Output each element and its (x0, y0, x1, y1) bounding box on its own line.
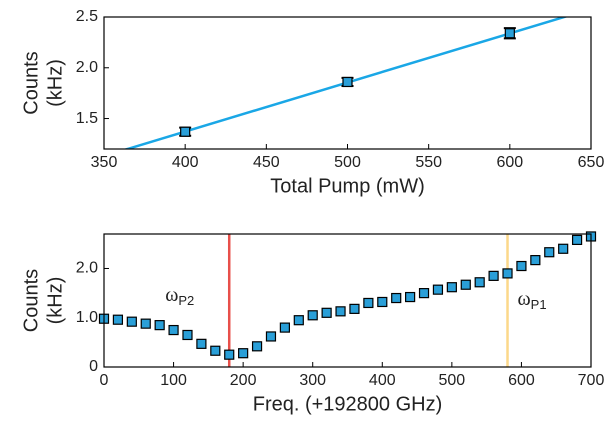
y-axis-label: (kHz) (44, 59, 66, 107)
point (154, 320, 165, 331)
point (460, 279, 471, 290)
x-axis-label: Total Pump (mW) (270, 175, 424, 197)
point (516, 260, 527, 272)
plot-frame (103, 233, 592, 368)
point (321, 307, 332, 318)
point (391, 292, 402, 304)
annotation: ωP1 (518, 288, 547, 313)
annotation-symbol: ω (518, 288, 531, 310)
point (530, 255, 541, 266)
annotation: ωP2 (165, 284, 194, 309)
y-tick-label: 2.0 (76, 260, 98, 277)
point (182, 329, 193, 341)
point (377, 296, 388, 308)
point (558, 243, 569, 254)
x-tick-label: 600 (508, 372, 535, 389)
x-tick-label: 350 (91, 154, 118, 171)
point (196, 338, 207, 349)
point (279, 322, 290, 333)
point (502, 268, 513, 279)
point (488, 270, 499, 281)
y-tick-label: 1.5 (76, 110, 98, 127)
point (238, 348, 249, 359)
x-tick-label: 550 (415, 154, 442, 171)
point (112, 314, 124, 325)
y-tick-label: 2.5 (76, 8, 98, 25)
point (446, 282, 457, 293)
annotation-symbol: ω (165, 284, 178, 306)
point (335, 306, 346, 317)
point (544, 247, 555, 258)
x-tick-label: 500 (439, 372, 466, 389)
x-tick-label: 450 (253, 154, 280, 171)
point (224, 349, 235, 360)
x-tick-label: 0 (100, 372, 109, 389)
point (180, 126, 191, 137)
point (363, 297, 374, 309)
point (405, 291, 416, 303)
x-tick-label: 100 (160, 372, 187, 389)
point (342, 76, 353, 88)
x-tick-label: 650 (578, 154, 605, 171)
y-tick-label: 0 (89, 358, 98, 375)
x-tick-label: 700 (578, 372, 605, 389)
y-tick-label: 2.0 (76, 59, 98, 76)
point (307, 310, 318, 321)
plot-frame (103, 16, 592, 150)
x-axis-label: Freq. (+192800 GHz) (253, 393, 443, 415)
point (140, 318, 151, 329)
y-axis-label: (kHz) (44, 277, 66, 325)
y-tick-label: 1.0 (76, 309, 98, 326)
point (504, 28, 515, 39)
point (168, 324, 179, 336)
point (432, 284, 444, 295)
x-tick-label: 400 (369, 372, 396, 389)
point (126, 316, 137, 327)
point (474, 277, 485, 288)
point (349, 303, 360, 314)
point (571, 234, 583, 246)
point (293, 315, 304, 326)
point (210, 345, 221, 356)
x-tick-label: 400 (172, 154, 199, 171)
annotation-subscript: P1 (531, 297, 547, 312)
x-tick-label: 600 (496, 154, 523, 171)
x-tick-label: 300 (299, 372, 326, 389)
y-axis-label: Counts (20, 51, 42, 114)
point (418, 288, 430, 299)
y-axis-label: Counts (20, 269, 42, 332)
point (265, 331, 277, 342)
point (251, 341, 263, 352)
x-tick-label: 500 (334, 154, 361, 171)
annotation-subscript: P2 (178, 293, 194, 308)
x-tick-label: 200 (230, 372, 257, 389)
